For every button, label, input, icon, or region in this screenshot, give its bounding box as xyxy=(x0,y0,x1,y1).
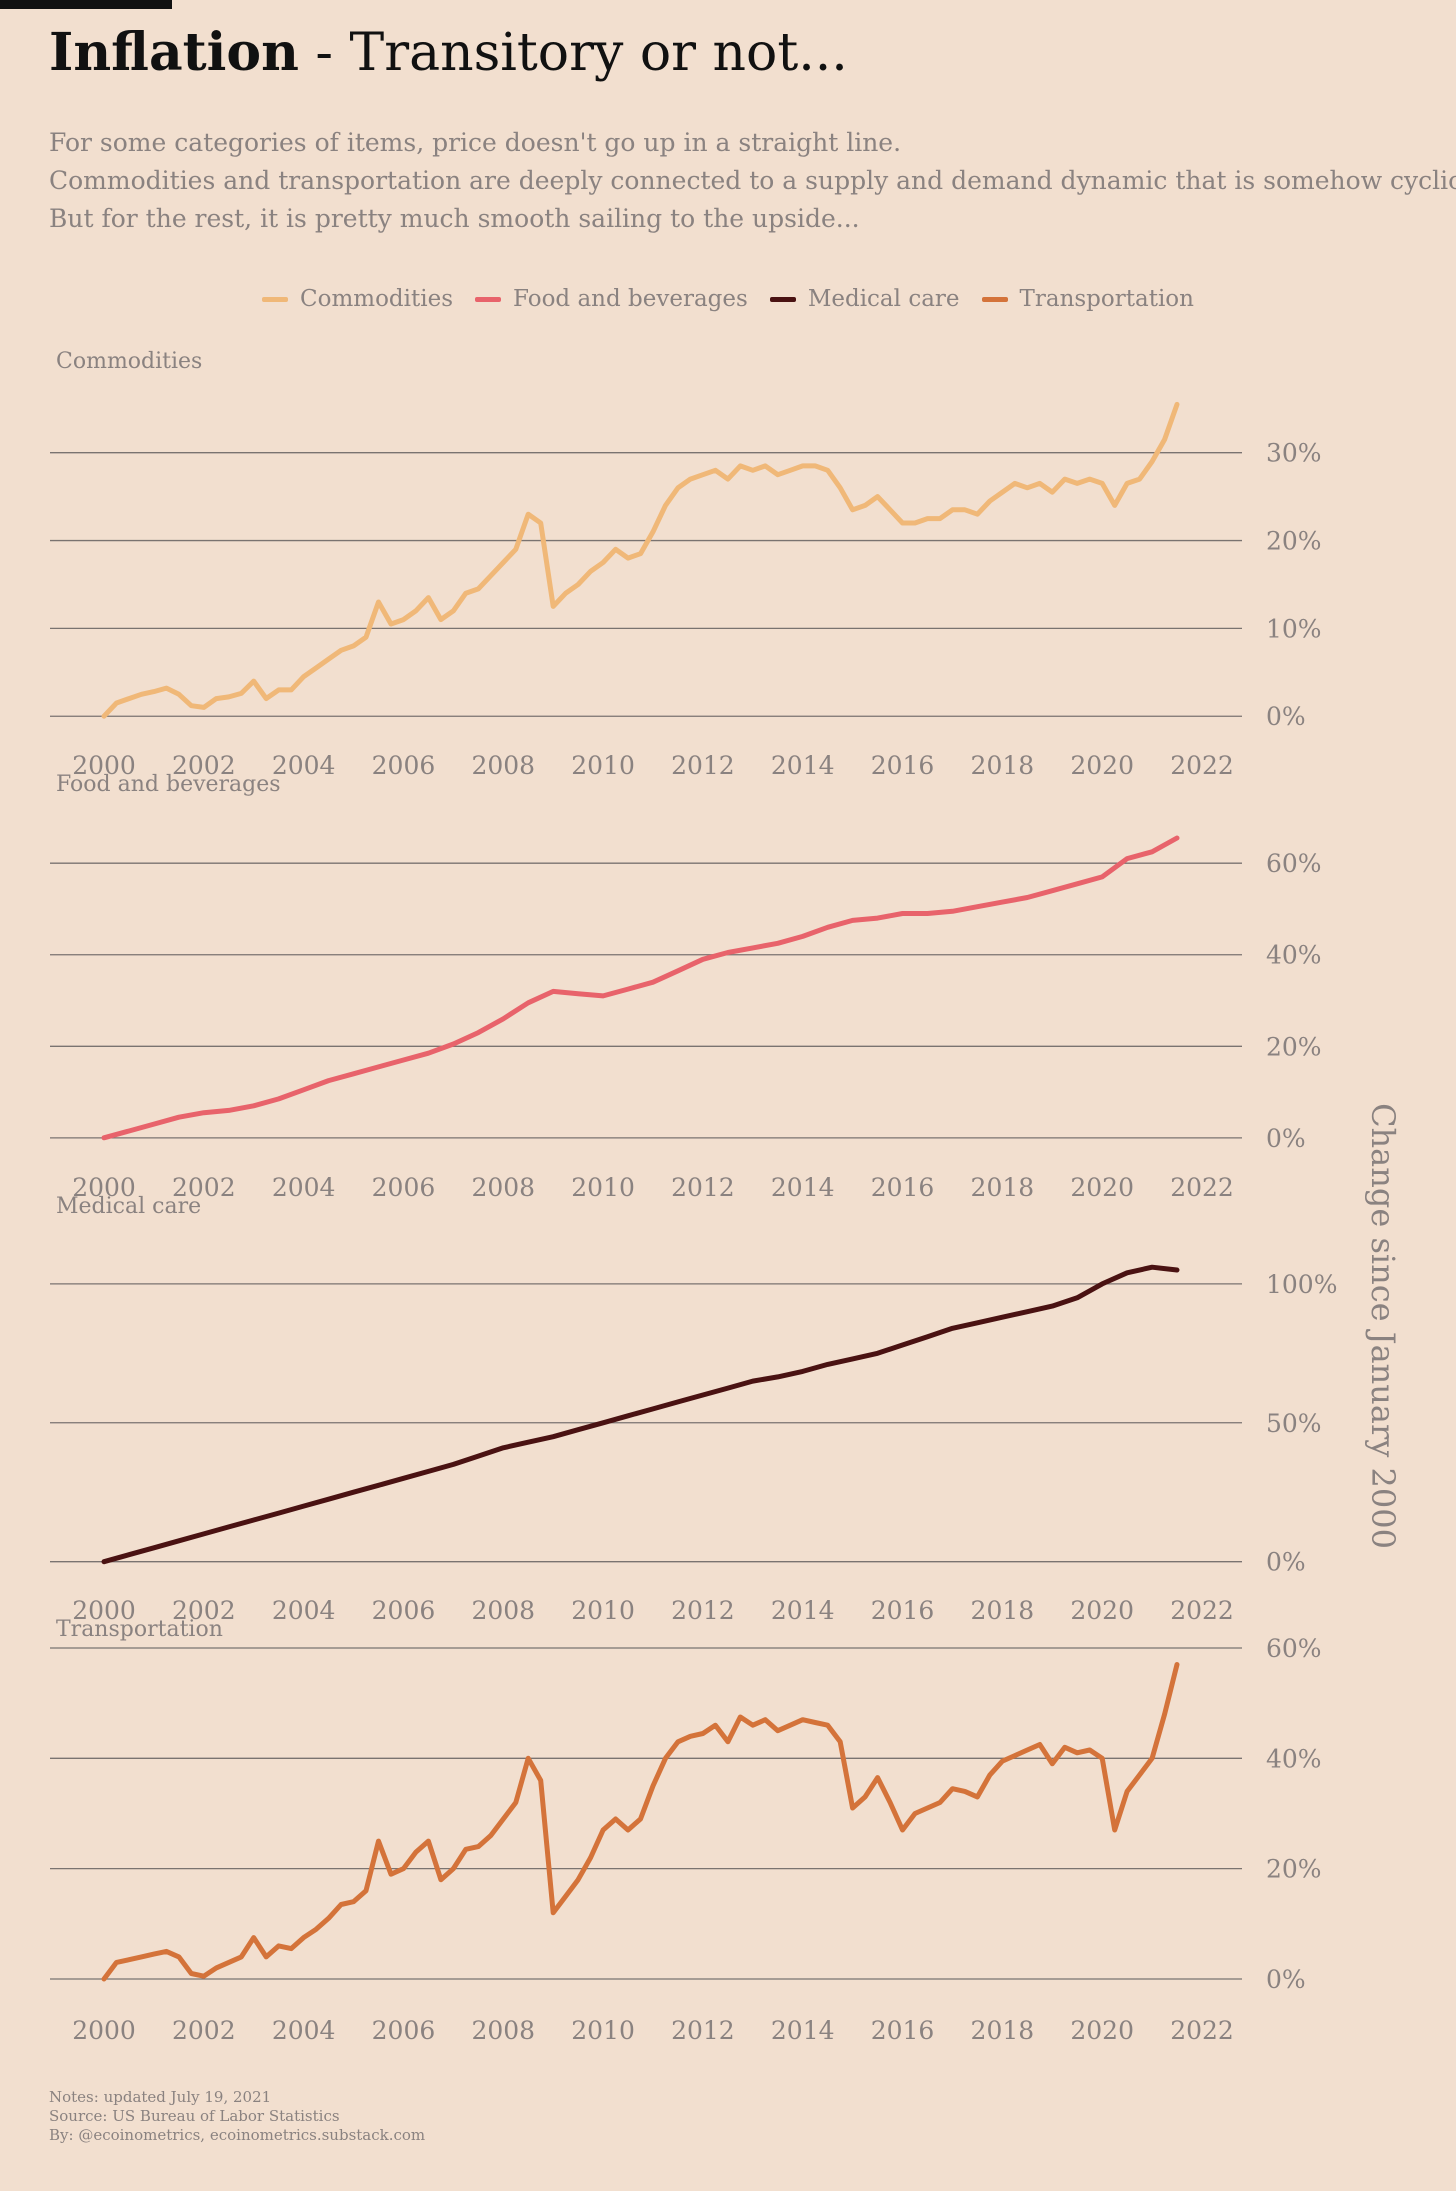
x-tick-label: 2004 xyxy=(272,1173,336,1202)
x-tick-label: 2012 xyxy=(671,1173,735,1202)
legend: Commodities Food and beverages Medical c… xyxy=(0,286,1456,312)
x-tick-label: 2014 xyxy=(771,1596,835,1625)
y-tick-label: 60% xyxy=(1266,849,1322,878)
legend-label: Food and beverages xyxy=(513,286,748,312)
x-tick-label: 2012 xyxy=(671,1596,735,1625)
y-tick-label: 0% xyxy=(1266,702,1306,731)
y-tick-label: 0% xyxy=(1266,1548,1306,1577)
y-tick-label: 50% xyxy=(1266,1409,1322,1438)
legend-item-medical: Medical care xyxy=(769,286,960,312)
top-accent-bar xyxy=(0,0,172,9)
y-tick-label: 40% xyxy=(1266,941,1322,970)
legend-label: Transportation xyxy=(1019,286,1194,312)
x-tick-label: 2010 xyxy=(571,1596,635,1625)
x-tick-label: 2004 xyxy=(272,2016,336,2045)
x-tick-label: 2018 xyxy=(971,1173,1035,1202)
x-tick-label: 2016 xyxy=(871,1596,935,1625)
x-tick-label: 2016 xyxy=(871,1173,935,1202)
subtitle-line: For some categories of items, price does… xyxy=(49,128,902,157)
y-tick-label: 60% xyxy=(1266,1634,1322,1663)
x-tick-label: 2022 xyxy=(1170,1596,1234,1625)
notes: Notes: updated July 19, 2021 Source: US … xyxy=(49,2088,425,2145)
x-tick-label: 2006 xyxy=(372,751,436,780)
x-tick-label: 2000 xyxy=(72,2016,136,2045)
notes-line: By: @ecoinometrics, ecoinometrics.substa… xyxy=(49,2126,426,2144)
x-tick-label: 2014 xyxy=(771,1173,835,1202)
x-tick-label: 2012 xyxy=(671,2016,735,2045)
series-line-medical-care xyxy=(101,1264,1180,1565)
y-tick-label: 10% xyxy=(1266,614,1322,643)
x-tick-label: 2008 xyxy=(471,1596,535,1625)
x-tick-label: 2012 xyxy=(671,751,735,780)
x-tick-label: 2008 xyxy=(471,2016,535,2045)
x-tick-label: 2014 xyxy=(771,751,835,780)
x-tick-label: 2006 xyxy=(372,1173,436,1202)
y-tick-label: 20% xyxy=(1266,527,1322,556)
x-tick-label: 2004 xyxy=(272,751,336,780)
x-tick-label: 2010 xyxy=(571,1173,635,1202)
subtitle-line: Commodities and transportation are deepl… xyxy=(49,166,1456,195)
panel-title-transportation: Transportation xyxy=(56,1617,223,1642)
subtitle: For some categories of items, price does… xyxy=(49,124,1456,238)
x-tick-label: 2000 xyxy=(72,1173,136,1202)
y-tick-label: 0% xyxy=(1266,1124,1306,1153)
x-tick-label: 2020 xyxy=(1070,1173,1134,1202)
y-tick-label: 30% xyxy=(1266,439,1322,468)
x-tick-label: 2018 xyxy=(971,2016,1035,2045)
panel-title-medical: Medical care xyxy=(56,1194,202,1219)
x-tick-label: 2022 xyxy=(1170,1173,1234,1202)
x-tick-label: 2002 xyxy=(172,1173,236,1202)
x-tick-label: 2022 xyxy=(1170,2016,1234,2045)
x-tick-label: 2002 xyxy=(172,2016,236,2045)
x-tick-label: 2006 xyxy=(372,2016,436,2045)
x-tick-label: 2010 xyxy=(571,2016,635,2045)
panel-title-food: Food and beverages xyxy=(56,772,281,797)
x-tick-label: 2004 xyxy=(272,1596,336,1625)
legend-item-transportation: Transportation xyxy=(981,286,1194,312)
series-line-commodities xyxy=(101,401,1180,719)
x-tick-label: 2008 xyxy=(471,1173,535,1202)
x-tick-label: 2020 xyxy=(1070,751,1134,780)
legend-item-food: Food and beverages xyxy=(475,286,748,312)
x-tick-label: 2016 xyxy=(871,2016,935,2045)
x-tick-label: 2014 xyxy=(771,2016,835,2045)
x-tick-label: 2020 xyxy=(1070,1596,1134,1625)
y-tick-label: 100% xyxy=(1266,1270,1337,1299)
x-tick-label: 2008 xyxy=(471,751,535,780)
x-tick-label: 2000 xyxy=(72,1596,136,1625)
x-tick-label: 2022 xyxy=(1170,751,1234,780)
legend-swatch xyxy=(981,296,1008,302)
legend-swatch xyxy=(475,296,502,302)
legend-item-commodities: Commodities xyxy=(262,286,453,312)
x-tick-label: 2002 xyxy=(172,1596,236,1625)
series-line-transportation xyxy=(101,1662,1180,1982)
y-tick-label: 20% xyxy=(1266,1032,1322,1061)
series-line-food-and-beverages xyxy=(101,835,1180,1141)
page-title: Inflation - Transitory or not... xyxy=(49,22,848,83)
legend-label: Medical care xyxy=(807,286,960,312)
y-tick-label: 20% xyxy=(1266,1855,1322,1884)
legend-label: Commodities xyxy=(300,286,454,312)
panel-title-commodities: Commodities xyxy=(56,349,203,374)
x-tick-label: 2000 xyxy=(72,751,136,780)
x-tick-label: 2006 xyxy=(372,1596,436,1625)
notes-line: Source: US Bureau of Labor Statistics xyxy=(49,2107,340,2125)
x-tick-label: 2018 xyxy=(971,1596,1035,1625)
y-tick-label: 40% xyxy=(1266,1744,1322,1773)
x-tick-label: 2002 xyxy=(172,751,236,780)
legend-swatch xyxy=(262,296,289,302)
x-tick-label: 2020 xyxy=(1070,2016,1134,2045)
x-tick-label: 2016 xyxy=(871,751,935,780)
x-tick-label: 2010 xyxy=(571,751,635,780)
subtitle-line: But for the rest, it is pretty much smoo… xyxy=(49,204,860,233)
y-tick-label: 0% xyxy=(1266,1965,1306,1994)
title-bold: Inflation xyxy=(49,22,299,83)
notes-line: Notes: updated July 19, 2021 xyxy=(49,2088,272,2106)
x-tick-label: 2018 xyxy=(971,751,1035,780)
title-rest: - Transitory or not... xyxy=(298,23,848,83)
legend-swatch xyxy=(769,296,796,302)
y-axis-label: Change since January 2000 xyxy=(1364,1103,1402,1549)
